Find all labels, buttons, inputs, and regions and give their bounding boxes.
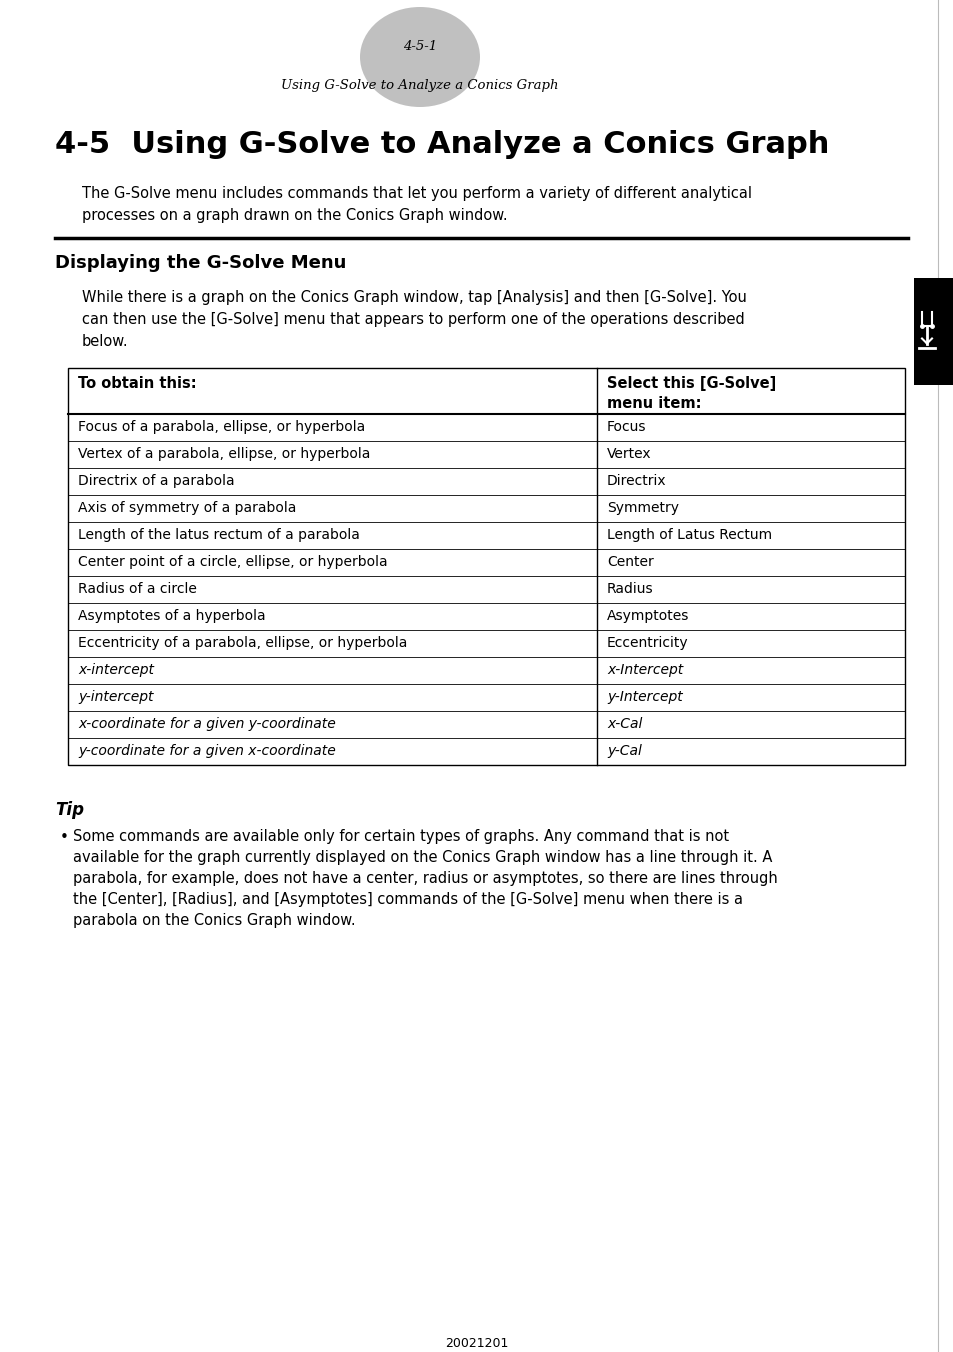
Text: Directrix of a parabola: Directrix of a parabola xyxy=(78,475,234,488)
Text: parabola on the Conics Graph window.: parabola on the Conics Graph window. xyxy=(73,913,355,927)
Text: Radius of a circle: Radius of a circle xyxy=(78,581,196,596)
Text: Focus: Focus xyxy=(606,420,646,434)
Text: Focus of a parabola, ellipse, or hyperbola: Focus of a parabola, ellipse, or hyperbo… xyxy=(78,420,365,434)
Text: Length of Latus Rectum: Length of Latus Rectum xyxy=(606,529,771,542)
Text: x-intercept: x-intercept xyxy=(78,662,153,677)
Text: Center: Center xyxy=(606,556,653,569)
Text: Displaying the G-Solve Menu: Displaying the G-Solve Menu xyxy=(55,254,346,272)
Text: available for the graph currently displayed on the Conics Graph window has a lin: available for the graph currently displa… xyxy=(73,850,772,865)
Text: To obtain this:: To obtain this: xyxy=(78,376,196,391)
Text: Directrix: Directrix xyxy=(606,475,666,488)
Text: x-Intercept: x-Intercept xyxy=(606,662,682,677)
Text: y-coordinate for a given x-coordinate: y-coordinate for a given x-coordinate xyxy=(78,744,335,758)
Text: Length of the latus rectum of a parabola: Length of the latus rectum of a parabola xyxy=(78,529,359,542)
Text: 20021201: 20021201 xyxy=(445,1337,508,1351)
Text: Tip: Tip xyxy=(55,800,84,819)
Text: Using G-Solve to Analyze a Conics Graph: Using G-Solve to Analyze a Conics Graph xyxy=(281,78,558,92)
Text: Eccentricity of a parabola, ellipse, or hyperbola: Eccentricity of a parabola, ellipse, or … xyxy=(78,635,407,650)
Text: parabola, for example, does not have a center, radius or asymptotes, so there ar: parabola, for example, does not have a c… xyxy=(73,871,777,886)
Text: Select this [G-Solve]: Select this [G-Solve] xyxy=(606,376,776,391)
Text: processes on a graph drawn on the Conics Graph window.: processes on a graph drawn on the Conics… xyxy=(82,208,507,223)
Text: Center point of a circle, ellipse, or hyperbola: Center point of a circle, ellipse, or hy… xyxy=(78,556,387,569)
Text: Axis of symmetry of a parabola: Axis of symmetry of a parabola xyxy=(78,502,296,515)
Text: menu item:: menu item: xyxy=(606,396,700,411)
Text: the [Center], [Radius], and [Asymptotes] commands of the [G-Solve] menu when the: the [Center], [Radius], and [Asymptotes]… xyxy=(73,892,742,907)
Ellipse shape xyxy=(359,7,479,107)
Text: Asymptotes: Asymptotes xyxy=(606,608,689,623)
Text: Some commands are available only for certain types of graphs. Any command that i: Some commands are available only for cer… xyxy=(73,829,728,844)
Text: Vertex: Vertex xyxy=(606,448,651,461)
Bar xyxy=(68,368,904,765)
Text: y-intercept: y-intercept xyxy=(78,690,153,704)
Text: •: • xyxy=(60,830,69,845)
Text: Vertex of a parabola, ellipse, or hyperbola: Vertex of a parabola, ellipse, or hyperb… xyxy=(78,448,370,461)
Text: y-Intercept: y-Intercept xyxy=(606,690,682,704)
Text: Symmetry: Symmetry xyxy=(606,502,679,515)
Text: 4-5-1: 4-5-1 xyxy=(402,41,436,54)
Text: Radius: Radius xyxy=(606,581,653,596)
Bar xyxy=(913,279,953,385)
Text: The G-Solve menu includes commands that let you perform a variety of different a: The G-Solve menu includes commands that … xyxy=(82,187,751,201)
Text: While there is a graph on the Conics Graph window, tap [Analysis] and then [G-So: While there is a graph on the Conics Gra… xyxy=(82,289,746,306)
Text: x-coordinate for a given y-coordinate: x-coordinate for a given y-coordinate xyxy=(78,717,335,731)
Text: y-Cal: y-Cal xyxy=(606,744,641,758)
Text: Asymptotes of a hyperbola: Asymptotes of a hyperbola xyxy=(78,608,265,623)
Text: can then use the [G-Solve] menu that appears to perform one of the operations de: can then use the [G-Solve] menu that app… xyxy=(82,312,744,327)
Text: 4-5  Using G-Solve to Analyze a Conics Graph: 4-5 Using G-Solve to Analyze a Conics Gr… xyxy=(55,130,828,160)
Text: x-Cal: x-Cal xyxy=(606,717,641,731)
Text: Eccentricity: Eccentricity xyxy=(606,635,688,650)
Text: below.: below. xyxy=(82,334,129,349)
